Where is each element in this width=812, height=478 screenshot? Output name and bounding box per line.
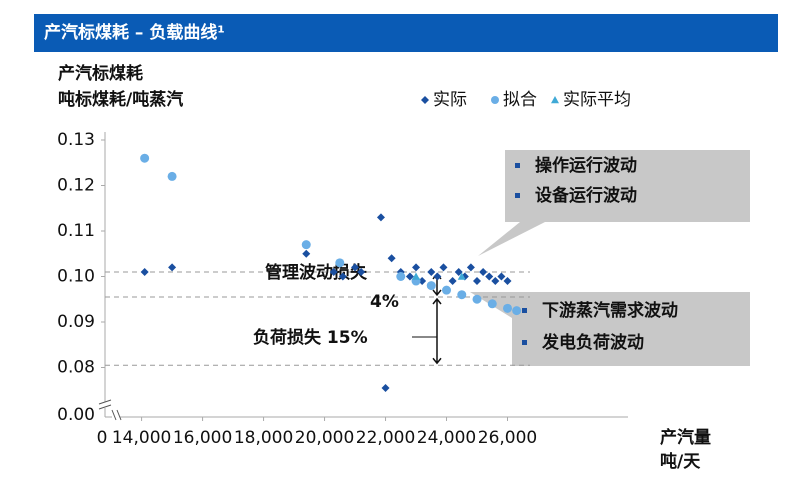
point [427, 267, 436, 276]
bullet [522, 340, 527, 345]
bullet [515, 193, 520, 198]
point [357, 267, 366, 276]
point [503, 277, 512, 286]
bullet [515, 163, 520, 168]
point [503, 303, 513, 313]
annotation: 管理波动损失 [265, 262, 368, 283]
annotation: 负荷损失 15% [253, 327, 368, 348]
point [301, 240, 311, 250]
point [466, 263, 475, 272]
x-tick-label: 26,000 [478, 428, 537, 448]
point [457, 272, 466, 280]
point [376, 213, 385, 222]
point [140, 267, 149, 276]
y-axis-label: 产汽标煤耗 [58, 63, 143, 84]
y-tick-label: 0.09 [57, 312, 95, 332]
point [412, 272, 421, 280]
callout-box [470, 292, 750, 366]
point [168, 263, 177, 272]
point [338, 272, 347, 281]
point [472, 294, 482, 304]
point [512, 306, 522, 316]
axis-break [98, 399, 122, 421]
x-tick-label: 14,000 [112, 428, 171, 448]
point [396, 272, 406, 281]
x-tick-label: 20,000 [295, 428, 354, 448]
point [405, 272, 414, 281]
x-tick-label: 24,000 [417, 428, 476, 448]
point [448, 277, 457, 286]
x-axis-label: 吨/天 [660, 451, 701, 472]
point [329, 267, 338, 276]
point [302, 249, 311, 258]
point [442, 285, 452, 295]
y-tick-label: 0.00 [57, 405, 95, 425]
callout-box [478, 150, 750, 256]
point [487, 299, 497, 309]
y-tick-label: 0.08 [57, 358, 95, 378]
point [473, 277, 482, 286]
point [497, 272, 506, 281]
bullet [522, 308, 527, 313]
callout-text: 操作运行波动 [535, 155, 637, 176]
point [140, 153, 150, 163]
title-bar [34, 14, 778, 52]
point [335, 258, 345, 268]
x-tick-label: 18,000 [234, 428, 293, 448]
point [479, 267, 488, 276]
x-axis-label: 产汽量 [660, 427, 711, 448]
point [381, 383, 390, 392]
legend-marker [421, 96, 429, 104]
chart-title: 产汽标煤耗 – 负载曲线¹ [44, 22, 225, 43]
point [387, 254, 396, 263]
point [457, 290, 467, 300]
legend-label: 实际平均 [563, 90, 631, 110]
legend-label: 实际 [433, 90, 467, 110]
point [433, 272, 442, 281]
y-axis-label: 吨标煤耗/吨蒸汽 [58, 89, 183, 110]
legend-marker [551, 96, 559, 104]
arrow [432, 297, 442, 365]
point [439, 263, 448, 272]
point [412, 263, 421, 272]
point [351, 263, 360, 272]
point [485, 272, 494, 281]
x-tick-label: 0 [97, 428, 108, 448]
point [418, 277, 427, 286]
annotation: 4% [370, 292, 399, 312]
legend-label: 拟合 [503, 90, 537, 110]
point [454, 267, 463, 276]
callout-text: 发电负荷波动 [541, 332, 644, 353]
y-tick-label: 0.11 [57, 221, 95, 241]
callout-text: 下游蒸汽需求波动 [542, 300, 678, 321]
point [167, 171, 177, 181]
y-tick-label: 0.12 [57, 176, 95, 196]
point [426, 281, 436, 291]
x-tick-label: 22,000 [356, 428, 415, 448]
x-tick-label: 16,000 [173, 428, 232, 448]
y-tick-label: 0.10 [57, 267, 95, 287]
point [491, 277, 500, 286]
callout-text: 设备运行波动 [535, 185, 637, 206]
y-tick-label: 0.13 [57, 130, 95, 150]
legend-marker [491, 96, 499, 104]
